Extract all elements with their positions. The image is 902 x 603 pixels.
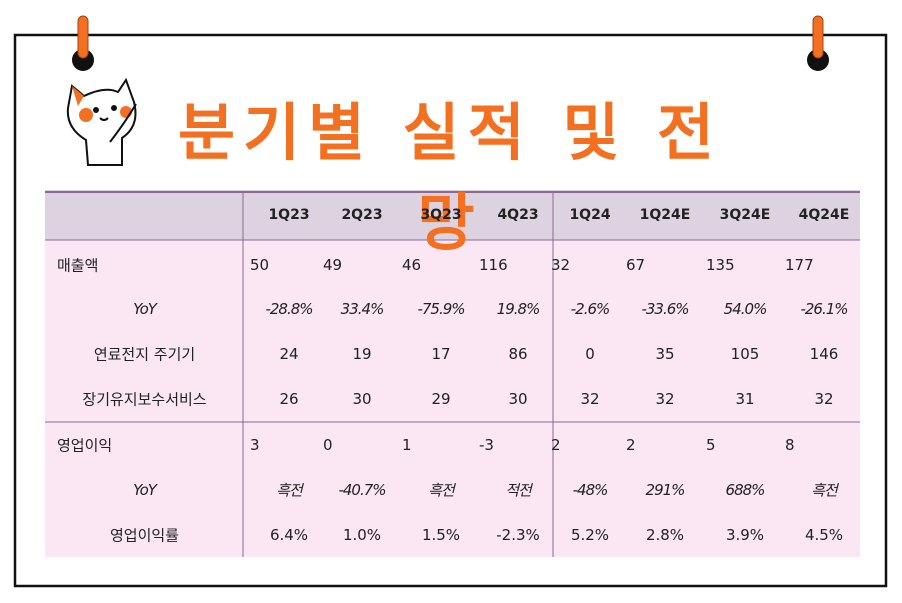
cell: 33.4% <box>340 300 385 318</box>
cell: -33.6% <box>641 300 689 318</box>
column-header: 1Q24 <box>569 207 611 223</box>
row-label: YoY <box>133 481 157 499</box>
cell: 8 <box>785 436 795 454</box>
column-header: 1Q24E <box>639 207 691 223</box>
cell: 1.0% <box>342 526 382 544</box>
cell: 19 <box>352 345 372 363</box>
row-label: 영업이익률 <box>109 526 179 545</box>
cell: 1.5% <box>421 526 461 544</box>
cell: -40.7% <box>338 481 386 499</box>
cell: 146 <box>809 345 839 363</box>
cell: 0 <box>585 345 595 363</box>
cell: 105 <box>730 345 760 363</box>
cell: 3 <box>250 436 260 454</box>
row-label: 매출액 <box>57 256 99 275</box>
cell: 135 <box>706 256 735 274</box>
column-header: 2Q23 <box>341 207 383 223</box>
cell: 1 <box>402 436 412 454</box>
cell: -2.6% <box>570 300 611 318</box>
cell: 67 <box>626 256 646 274</box>
cell: 5.2% <box>570 526 610 544</box>
cell: 적전 <box>505 481 532 500</box>
cell: 6.4% <box>269 526 309 544</box>
header-bg <box>45 190 860 240</box>
cell: 19.8% <box>496 300 541 318</box>
body-bg <box>45 240 860 557</box>
ring-hole <box>807 49 829 71</box>
cell: -48% <box>572 481 609 499</box>
cell: 177 <box>785 256 814 274</box>
cell: 29 <box>431 390 451 408</box>
column-header: 1Q23 <box>268 207 310 223</box>
cell: 32 <box>551 256 571 274</box>
cell: 116 <box>479 256 508 274</box>
cell: 32 <box>580 390 600 408</box>
cell: 2 <box>626 436 636 454</box>
cell: 30 <box>352 390 372 408</box>
cell: 49 <box>323 256 343 274</box>
ring <box>812 15 824 59</box>
column-header: 4Q24E <box>798 207 850 223</box>
cell: 2.8% <box>645 526 685 544</box>
table: 1Q23 2Q23 3Q23 4Q23 1Q24 1Q24E 3Q24E 4Q24E 매출액 50… <box>45 190 860 557</box>
ring-hole <box>72 49 94 71</box>
cell: 24 <box>279 345 299 363</box>
cell: 17 <box>431 345 451 363</box>
cell: 32 <box>814 390 834 408</box>
cell: 291% <box>645 481 686 499</box>
cell: 50 <box>250 256 270 274</box>
cell: 흑전 <box>811 481 838 500</box>
cell: 4.5% <box>804 526 844 544</box>
cell: -75.9% <box>417 300 465 318</box>
cell: 0 <box>323 436 333 454</box>
cell: 86 <box>508 345 528 363</box>
cell: 32 <box>655 390 675 408</box>
ring <box>77 15 89 59</box>
column-header: 4Q23 <box>497 207 539 223</box>
cell: 2 <box>551 436 561 454</box>
cell: -2.3% <box>496 526 540 544</box>
cat <box>66 77 137 166</box>
cell: 5 <box>706 436 716 454</box>
cell: 688% <box>725 481 766 499</box>
cell: 54.0% <box>723 300 768 318</box>
cell: 3.9% <box>725 526 765 544</box>
row-label: YoY <box>133 300 157 318</box>
cell: -28.8% <box>265 300 313 318</box>
cell: 35 <box>655 345 675 363</box>
row-label: 연료전지 주기기 <box>93 345 196 364</box>
cell: 흑전 <box>276 481 303 500</box>
cell: 30 <box>508 390 528 408</box>
row-label: 영업이익 <box>57 436 113 455</box>
cell: 흑전 <box>428 481 455 500</box>
column-header: 3Q23 <box>420 207 462 223</box>
cell: 26 <box>279 390 299 408</box>
title: 분기별 실적 및 전망 <box>177 96 723 259</box>
cell: 46 <box>402 256 422 274</box>
row-label: 장기유지보수서비스 <box>82 390 207 409</box>
column-header: 3Q24E <box>719 207 771 223</box>
cell: -26.1% <box>800 300 848 318</box>
cell: -3 <box>479 436 494 454</box>
cell: 31 <box>735 390 755 408</box>
